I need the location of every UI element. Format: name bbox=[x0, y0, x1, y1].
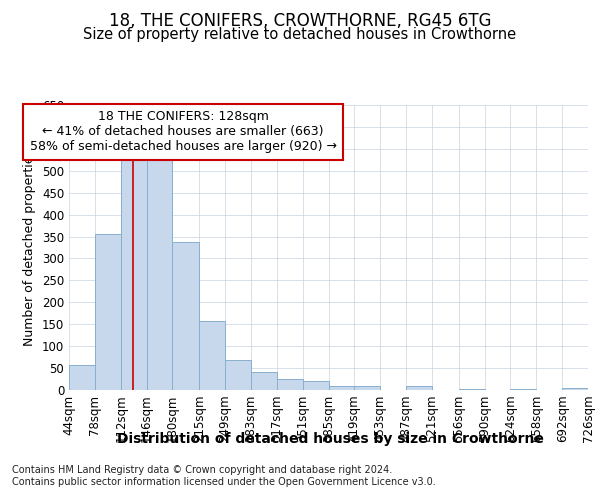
Bar bbox=[329, 386, 355, 390]
Bar bbox=[172, 242, 199, 390]
Bar bbox=[277, 379, 302, 390]
Bar bbox=[251, 372, 277, 390]
Text: Size of property relative to detached houses in Crowthorne: Size of property relative to detached ho… bbox=[83, 28, 517, 42]
Bar bbox=[225, 360, 251, 390]
Bar bbox=[95, 234, 121, 390]
Bar bbox=[302, 381, 329, 390]
Bar bbox=[562, 388, 588, 390]
Bar bbox=[121, 153, 146, 390]
Text: Distribution of detached houses by size in Crowthorne: Distribution of detached houses by size … bbox=[116, 432, 544, 446]
Bar bbox=[511, 388, 536, 390]
Y-axis label: Number of detached properties: Number of detached properties bbox=[23, 149, 37, 346]
Bar bbox=[406, 386, 432, 390]
Bar bbox=[458, 388, 485, 390]
Bar bbox=[199, 321, 225, 390]
Text: Contains HM Land Registry data © Crown copyright and database right 2024.
Contai: Contains HM Land Registry data © Crown c… bbox=[12, 465, 436, 486]
Bar bbox=[355, 386, 380, 390]
Bar bbox=[69, 364, 95, 390]
Bar bbox=[146, 153, 172, 390]
Text: 18, THE CONIFERS, CROWTHORNE, RG45 6TG: 18, THE CONIFERS, CROWTHORNE, RG45 6TG bbox=[109, 12, 491, 30]
Text: 18 THE CONIFERS: 128sqm
← 41% of detached houses are smaller (663)
58% of semi-d: 18 THE CONIFERS: 128sqm ← 41% of detache… bbox=[29, 110, 337, 154]
